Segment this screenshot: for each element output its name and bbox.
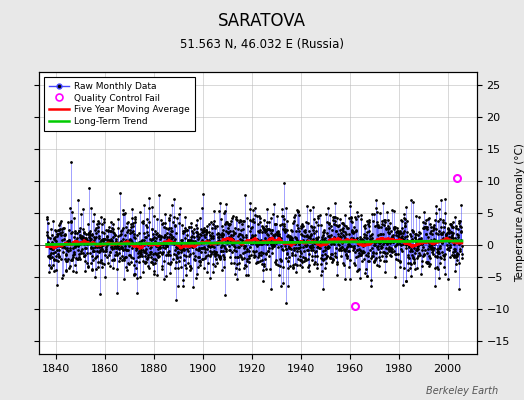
- Text: SARATOVA: SARATOVA: [218, 12, 306, 30]
- Y-axis label: Temperature Anomaly (°C): Temperature Anomaly (°C): [516, 144, 524, 282]
- Legend: Raw Monthly Data, Quality Control Fail, Five Year Moving Average, Long-Term Tren: Raw Monthly Data, Quality Control Fail, …: [44, 76, 195, 132]
- Text: 51.563 N, 46.032 E (Russia): 51.563 N, 46.032 E (Russia): [180, 38, 344, 51]
- Text: Berkeley Earth: Berkeley Earth: [425, 386, 498, 396]
